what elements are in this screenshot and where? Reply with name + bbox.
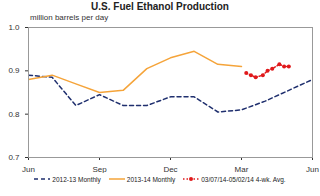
- svg-text:1.0: 1.0: [8, 23, 20, 32]
- svg-text:0.9: 0.9: [8, 66, 20, 75]
- html-text:million barrels per day: million barrels per day: [30, 13, 109, 22]
- html-text:U.S. Fuel Ethanol Production: U.S. Fuel Ethanol Production: [91, 1, 229, 12]
- html-text:2012-13 Monthly: 2012-13 Monthly: [52, 175, 101, 183]
- svg-text:Jun: Jun: [306, 165, 319, 173]
- svg-text:Mar: Mar: [235, 165, 249, 173]
- svg-text:Jun: Jun: [22, 165, 35, 173]
- svg-text:Sep: Sep: [92, 165, 107, 173]
- svg-text:0.7: 0.7: [8, 153, 20, 162]
- html-text:03/07/14-05/02/14 4-wk. Avg.: 03/07/14-05/02/14 4-wk. Avg.: [201, 175, 286, 183]
- svg-text:Dec: Dec: [163, 165, 177, 173]
- svg-text:0.8: 0.8: [8, 110, 20, 119]
- html-text:2013-14 Monthly: 2013-14 Monthly: [126, 175, 176, 183]
